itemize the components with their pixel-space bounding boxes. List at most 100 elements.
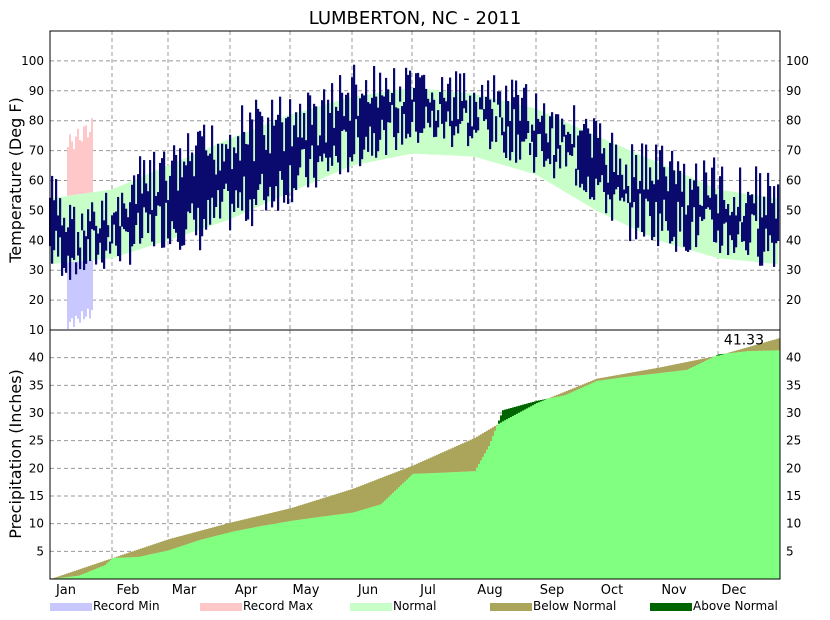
observed-temperature-bar <box>735 215 738 248</box>
below-normal-precipitation-bar <box>234 521 237 532</box>
observed-precipitation-bar <box>710 358 713 579</box>
observed-precipitation-bar <box>100 566 103 579</box>
observed-temperature-bar <box>247 144 250 220</box>
below-normal-precipitation-bar <box>92 564 95 571</box>
observed-precipitation-bar <box>488 446 491 579</box>
below-normal-precipitation-bar <box>374 480 377 507</box>
observed-temperature-bar <box>249 112 252 200</box>
below-normal-precipitation-bar <box>248 518 251 529</box>
observed-temperature-bar <box>77 231 80 256</box>
below-normal-precipitation-bar <box>638 371 641 376</box>
above-normal-precipitation-bar <box>500 415 503 423</box>
legend-swatch <box>650 603 692 611</box>
observed-temperature-bar <box>201 136 204 237</box>
below-normal-precipitation-bar <box>346 490 349 514</box>
below-normal-precipitation-bar <box>372 481 375 507</box>
observed-precipitation-bar <box>148 554 151 579</box>
observed-temperature-bar <box>169 175 172 245</box>
observed-temperature-bar <box>671 150 674 242</box>
observed-temperature-bar <box>295 112 298 191</box>
below-normal-precipitation-bar <box>770 340 773 351</box>
below-normal-precipitation-bar <box>298 505 301 520</box>
below-normal-precipitation-bar <box>772 340 775 351</box>
observed-precipitation-bar <box>636 375 639 579</box>
observed-temperature-bar <box>345 94 348 132</box>
observed-temperature-bar <box>239 160 242 193</box>
below-normal-precipitation-bar <box>496 424 499 426</box>
observed-precipitation-bar <box>564 395 567 579</box>
observed-temperature-bar <box>523 87 526 142</box>
observed-temperature-bar <box>241 105 244 211</box>
observed-temperature-bar <box>755 166 758 221</box>
observed-temperature-bar <box>675 184 678 252</box>
below-normal-precipitation-bar <box>280 510 283 523</box>
observed-precipitation-bar <box>632 376 635 579</box>
below-normal-precipitation-bar <box>488 429 491 447</box>
below-normal-precipitation-bar <box>340 492 343 515</box>
temperature-tick-label-left: 40 <box>29 233 44 247</box>
observed-precipitation-bar <box>494 430 497 579</box>
below-normal-precipitation-bar <box>698 359 701 365</box>
observed-temperature-bar <box>723 199 726 224</box>
observed-precipitation-bar <box>60 577 63 579</box>
above-normal-precipitation-bar <box>510 408 513 418</box>
observed-temperature-bar <box>157 192 160 206</box>
below-normal-precipitation-bar <box>400 470 403 486</box>
below-normal-precipitation-bar <box>312 501 315 518</box>
observed-temperature-bar <box>647 189 650 202</box>
observed-temperature-bar <box>767 172 770 252</box>
observed-precipitation-bar <box>358 510 361 579</box>
observed-temperature-bar <box>265 149 268 211</box>
month-label: Jul <box>419 583 436 598</box>
precipitation-tick-label-left: 20 <box>29 461 44 475</box>
observed-precipitation-bar <box>158 552 161 579</box>
below-normal-precipitation-bar <box>356 487 359 512</box>
observed-precipitation-bar <box>448 472 451 579</box>
observed-precipitation-bar <box>472 471 475 579</box>
observed-precipitation-bar <box>688 368 691 579</box>
observed-temperature-bar <box>123 203 126 230</box>
below-normal-precipitation-bar <box>590 381 593 384</box>
month-label: Jan <box>55 583 76 598</box>
observed-temperature-bar <box>405 67 408 139</box>
observed-precipitation-bar <box>76 575 79 579</box>
record-min-bar <box>79 261 81 323</box>
observed-precipitation-bar <box>428 473 431 579</box>
observed-precipitation-bar <box>714 356 717 579</box>
below-normal-precipitation-bar <box>276 511 279 524</box>
below-normal-precipitation-bar <box>258 515 261 527</box>
legend-swatch <box>490 603 532 611</box>
below-normal-precipitation-bar <box>612 375 615 379</box>
below-normal-precipitation-bar <box>342 491 345 514</box>
below-normal-precipitation-bar <box>344 491 347 514</box>
observed-temperature-bar <box>749 195 752 243</box>
observed-temperature-bar <box>401 106 404 145</box>
observed-temperature-bar <box>463 73 466 109</box>
below-normal-precipitation-bar <box>182 535 185 546</box>
below-normal-precipitation-bar <box>96 563 99 569</box>
observed-temperature-bar <box>563 124 566 137</box>
observed-temperature-bar <box>451 120 454 148</box>
observed-temperature-bar <box>549 116 552 165</box>
observed-precipitation-bar <box>326 515 329 579</box>
observed-precipitation-bar <box>568 393 571 579</box>
below-normal-precipitation-bar <box>64 574 67 578</box>
below-normal-precipitation-bar <box>376 479 379 506</box>
below-normal-precipitation-bar <box>668 365 671 372</box>
observed-precipitation-bar <box>516 406 519 579</box>
observed-precipitation-bar <box>230 531 233 579</box>
below-normal-precipitation-bar <box>146 546 149 556</box>
above-normal-precipitation-bar <box>544 399 547 400</box>
observed-precipitation-bar <box>562 395 565 579</box>
observed-precipitation-bar <box>162 551 165 579</box>
below-normal-precipitation-bar <box>268 513 271 525</box>
precipitation-axis-title: Precipitation (Inches) <box>6 369 25 539</box>
below-normal-precipitation-bar <box>592 380 595 383</box>
observed-temperature-bar <box>81 213 84 231</box>
observed-temperature-bar <box>601 153 604 176</box>
observed-temperature-bar <box>633 177 636 203</box>
record-max-bar <box>77 128 79 195</box>
below-normal-precipitation-bar <box>198 531 201 541</box>
below-normal-precipitation-bar <box>760 343 763 351</box>
observed-temperature-bar <box>747 191 750 255</box>
